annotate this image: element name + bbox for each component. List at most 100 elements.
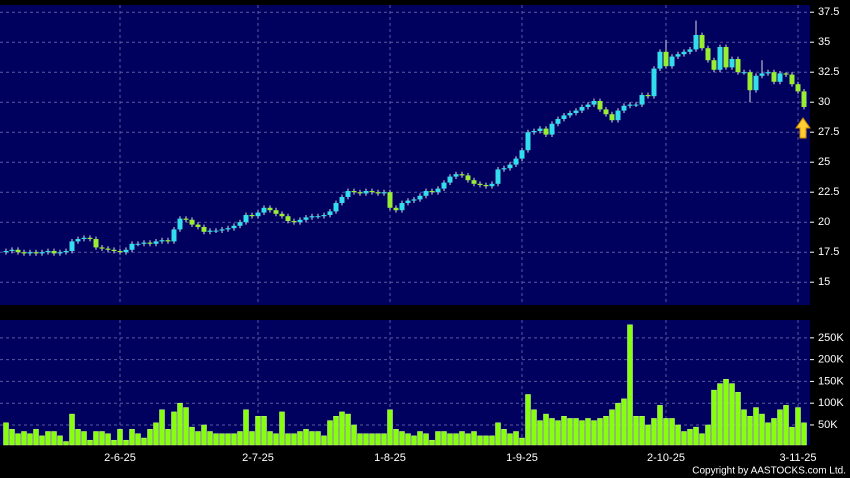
y-tick-label: 22.5 xyxy=(818,186,839,198)
candle-body xyxy=(381,192,387,194)
candle-body xyxy=(177,218,183,230)
candle-body xyxy=(45,251,51,253)
candle-body xyxy=(273,210,279,214)
candle-body xyxy=(201,227,207,232)
volume-bar xyxy=(339,411,345,446)
candle-body xyxy=(795,84,801,92)
candle-body xyxy=(105,248,111,250)
candle-body xyxy=(183,218,189,220)
volume-bar xyxy=(267,431,273,446)
candle-body xyxy=(681,51,687,55)
volume-bar xyxy=(717,383,723,446)
volume-bar xyxy=(549,418,555,446)
volume-bar xyxy=(201,424,207,446)
candle-body xyxy=(87,237,93,239)
candle-body xyxy=(255,212,261,217)
volume-bar xyxy=(135,433,141,446)
candle-body xyxy=(135,243,141,245)
candle-body xyxy=(417,195,423,200)
volume-bar xyxy=(183,407,189,446)
volume-bar xyxy=(315,431,321,446)
volume-bar xyxy=(627,324,633,446)
volume-bar xyxy=(567,418,573,446)
candle-body xyxy=(687,49,693,52)
y-tick-label: 35 xyxy=(818,36,830,48)
candle-body xyxy=(159,240,165,242)
y-tick-label: 150K xyxy=(818,375,844,387)
volume-bar xyxy=(729,383,735,446)
candle-body xyxy=(297,219,303,223)
candle-body xyxy=(495,169,501,184)
candle-body xyxy=(357,192,363,194)
candle-body xyxy=(69,241,75,251)
volume-bar xyxy=(69,413,75,446)
candle-body xyxy=(423,191,429,196)
plot-layer: 2-6-25 2-7-25 1-8-25 1-9-25 2-10-25 3-11-25 15… xyxy=(0,5,844,464)
volume-bar xyxy=(585,418,591,446)
volume-bar xyxy=(537,420,543,446)
candle-body xyxy=(465,175,471,181)
volume-bar xyxy=(663,418,669,446)
copyright: Copyright by AASTOCKS.com Ltd. xyxy=(692,466,846,477)
candle-body xyxy=(411,199,417,201)
volume-bar xyxy=(51,431,57,446)
volume-bar xyxy=(99,431,105,446)
candle-body xyxy=(309,216,315,218)
volume-bar xyxy=(471,431,477,446)
candle-body xyxy=(225,228,231,230)
volume-bar xyxy=(597,418,603,446)
candle-body xyxy=(639,95,645,105)
volume-bar xyxy=(231,433,237,446)
y-tick-label: 15 xyxy=(818,276,830,288)
candle-body xyxy=(789,74,795,85)
candle-body xyxy=(753,75,759,91)
candle-body xyxy=(429,191,435,193)
candle-body xyxy=(507,164,513,169)
candle-body xyxy=(759,73,765,76)
price-panel xyxy=(0,5,810,305)
volume-bar xyxy=(213,433,219,446)
candle-body xyxy=(81,237,87,239)
candle-body xyxy=(771,72,777,82)
candle-body xyxy=(99,247,105,249)
volume-bar xyxy=(81,431,87,446)
candle-body xyxy=(501,168,507,170)
volume-bar xyxy=(33,429,39,446)
candle-body xyxy=(213,230,219,232)
volume-bar xyxy=(387,409,393,446)
candle-body xyxy=(195,224,201,227)
volume-bar xyxy=(123,439,129,446)
volume-bar xyxy=(513,431,519,446)
candle-body xyxy=(729,59,735,68)
volume-bar xyxy=(783,405,789,446)
volume-bar xyxy=(801,422,807,446)
volume-bar xyxy=(699,433,705,446)
volume-bar xyxy=(723,378,729,446)
volume-bar xyxy=(507,433,513,446)
volume-bar xyxy=(375,433,381,446)
candle-body xyxy=(765,72,771,74)
candle-body xyxy=(597,101,603,110)
candle-body xyxy=(237,222,243,226)
candle-body xyxy=(777,73,783,82)
volume-bar xyxy=(459,431,465,446)
volume-bar xyxy=(129,429,135,446)
candle-body xyxy=(711,60,717,70)
candle-body xyxy=(483,185,489,187)
candle-body xyxy=(783,73,789,75)
volume-bar xyxy=(489,435,495,446)
candle-body xyxy=(153,241,159,244)
volume-bar xyxy=(543,413,549,446)
candle-body xyxy=(129,243,135,250)
candle-body xyxy=(369,191,375,193)
volume-bar xyxy=(273,433,279,446)
volume-bar xyxy=(735,392,741,446)
candle-body xyxy=(9,249,15,251)
candle-body xyxy=(387,192,393,208)
y-tick-label: 100K xyxy=(818,397,844,409)
volume-bar xyxy=(741,409,747,446)
volume-bar xyxy=(429,439,435,446)
candle-body xyxy=(39,252,45,254)
volume-bar xyxy=(531,409,537,446)
volume-bar xyxy=(357,433,363,446)
